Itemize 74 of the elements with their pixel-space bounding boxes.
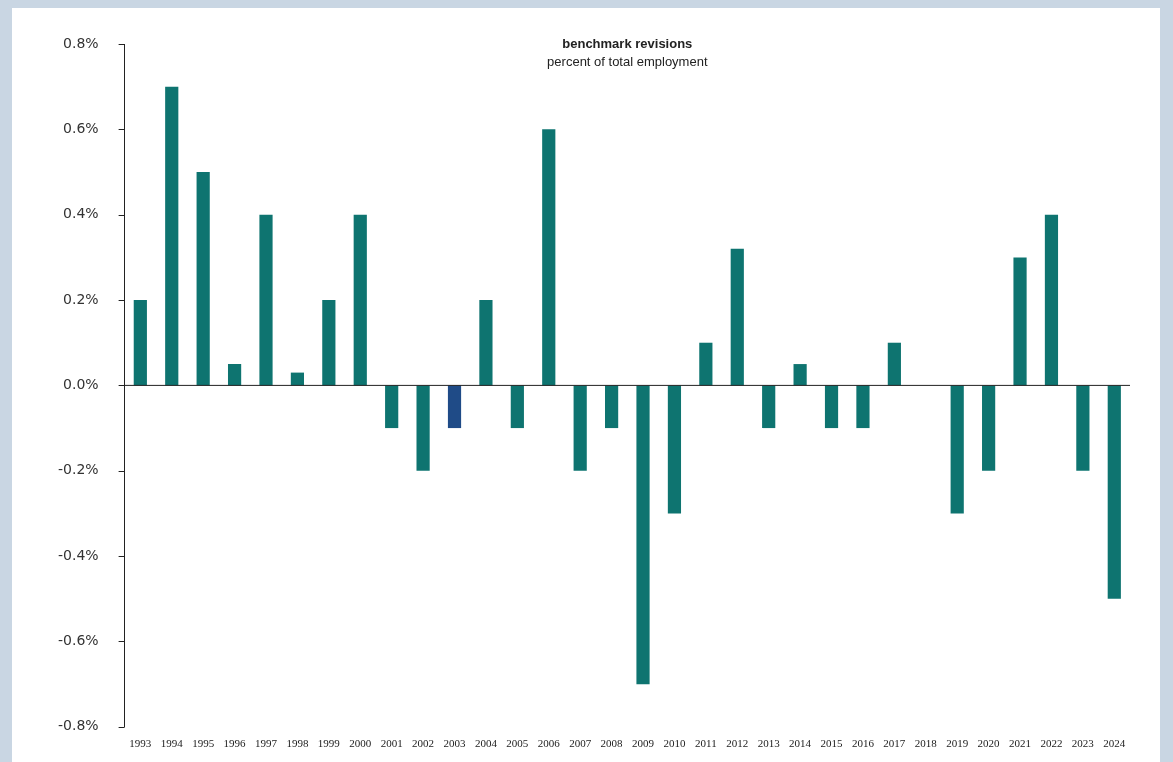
bar xyxy=(510,385,524,429)
x-tick-label: 2014 xyxy=(789,737,812,750)
x-tick-label: 1996 xyxy=(223,737,247,750)
bar xyxy=(227,364,242,386)
bar xyxy=(982,385,996,471)
bar xyxy=(259,214,273,386)
x-tick-label: 2017 xyxy=(883,737,906,750)
bar xyxy=(573,385,587,471)
x-tick-label: 2012 xyxy=(726,737,749,750)
bar xyxy=(1076,385,1090,471)
y-tick-label: -0.8% xyxy=(57,717,99,734)
x-tick-label: 2008 xyxy=(600,737,624,750)
y-tick-label: 0.6% xyxy=(63,119,99,136)
x-tick-label: 2007 xyxy=(569,737,592,750)
x-tick-label: 2003 xyxy=(443,737,467,750)
x-tick-label: 2010 xyxy=(663,737,686,750)
y-tick-label: 0.2% xyxy=(63,290,99,307)
bar xyxy=(1044,214,1059,386)
y-tick-label: 0.8% xyxy=(63,34,99,51)
y-tick-label: -0.2% xyxy=(57,461,99,478)
bar xyxy=(447,385,462,429)
bar xyxy=(196,172,210,386)
bar xyxy=(322,300,336,386)
x-tick-label: 2022 xyxy=(1040,737,1063,750)
bar xyxy=(793,364,807,386)
bar xyxy=(1013,257,1027,386)
bar xyxy=(667,385,682,514)
bar xyxy=(542,129,556,386)
bar xyxy=(1107,385,1121,599)
x-tick-label: 2006 xyxy=(537,737,561,750)
x-tick-label: 2000 xyxy=(349,737,372,750)
bar xyxy=(165,86,179,386)
chart-title: benchmark revisions xyxy=(562,36,693,51)
x-tick-label: 2004 xyxy=(474,737,498,750)
text: percent of total employment xyxy=(547,54,708,69)
bar xyxy=(824,385,839,429)
bar xyxy=(290,372,305,386)
x-tick-label: 1998 xyxy=(286,737,309,750)
bar xyxy=(133,300,147,386)
bar xyxy=(856,385,870,429)
bar xyxy=(385,385,399,429)
bar xyxy=(950,385,964,514)
x-tick-label: 2020 xyxy=(977,737,1001,750)
x-tick-label: 1995 xyxy=(192,737,215,750)
y-tick-label: -0.4% xyxy=(57,546,99,563)
y-tick-label: 0.4% xyxy=(63,205,99,222)
x-tick-label: 2018 xyxy=(914,737,938,750)
bar xyxy=(353,214,367,386)
x-tick-label: 1999 xyxy=(317,737,341,750)
x-tick-label: 1993 xyxy=(129,737,152,750)
x-tick-label: 2019 xyxy=(946,737,969,750)
bar xyxy=(887,342,901,386)
x-tick-label: 2016 xyxy=(851,737,875,750)
x-tick-label: 2021 xyxy=(1009,737,1032,750)
x-tick-label: 2023 xyxy=(1071,737,1095,750)
bar xyxy=(730,248,744,386)
y-tick-label: -0.6% xyxy=(57,632,99,649)
bar xyxy=(416,385,430,471)
bar xyxy=(699,342,713,386)
bar xyxy=(479,300,493,386)
x-tick-label: 1994 xyxy=(160,737,184,750)
x-tick-label: 2005 xyxy=(506,737,529,750)
x-tick-label: 2011 xyxy=(695,737,717,750)
x-tick-label: 2001 xyxy=(380,737,403,750)
x-tick-label: 2015 xyxy=(820,737,844,750)
bar xyxy=(762,385,776,429)
bar xyxy=(605,385,619,429)
x-tick-label: 2024 xyxy=(1103,737,1126,750)
x-tick-label: 2013 xyxy=(757,737,781,750)
x-tick-label: 2002 xyxy=(412,737,435,750)
x-tick-label: 1997 xyxy=(255,737,278,750)
bar xyxy=(636,385,650,685)
y-tick-label: 0.0% xyxy=(63,376,99,393)
x-tick-label: 2009 xyxy=(632,737,655,750)
